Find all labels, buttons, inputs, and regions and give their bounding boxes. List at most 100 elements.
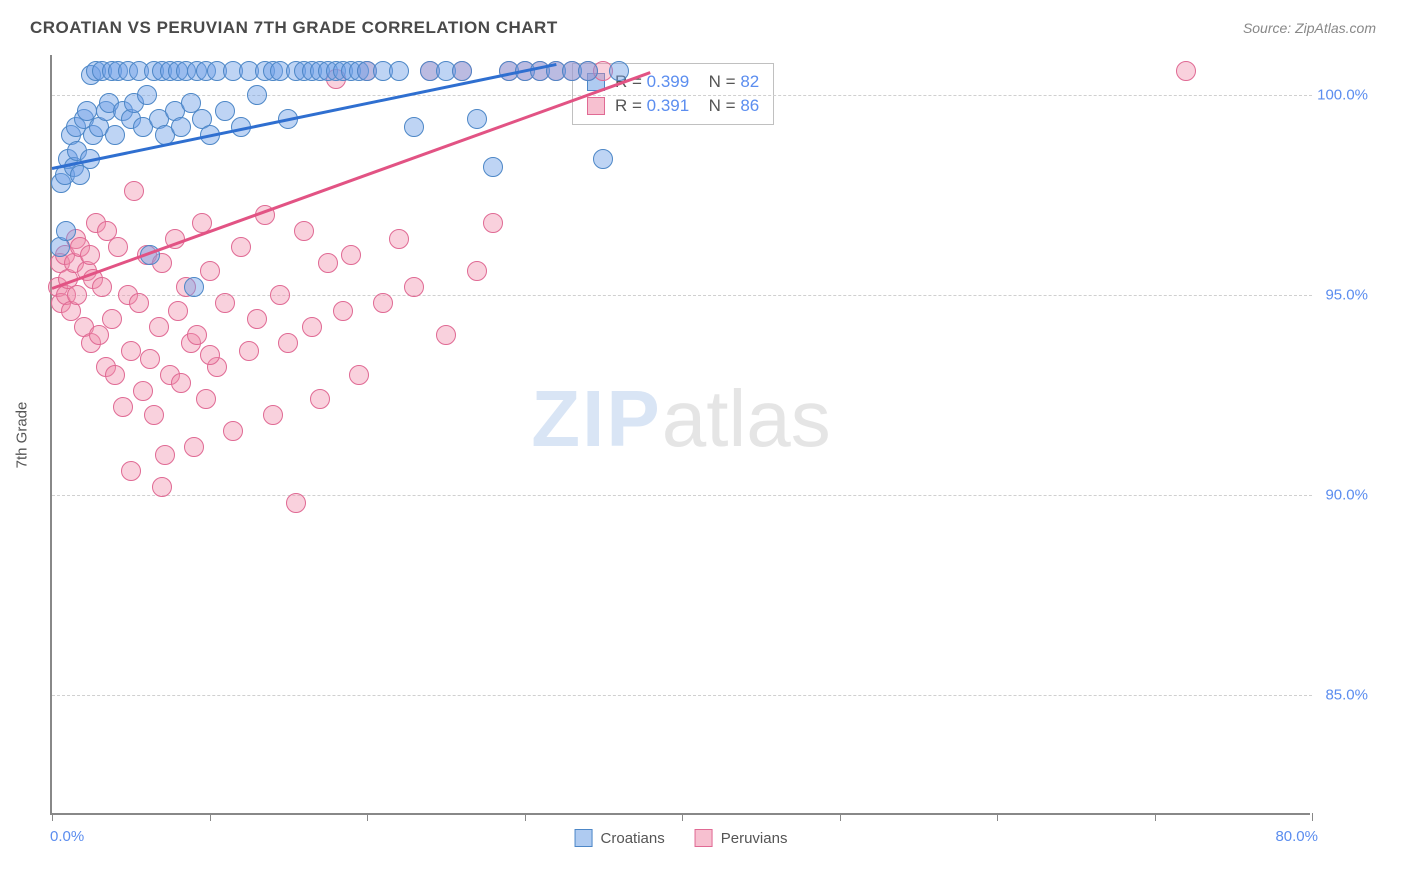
peruvians-marker [67, 285, 87, 305]
x-tick [525, 813, 526, 821]
peruvians-marker [200, 345, 220, 365]
x-tick [682, 813, 683, 821]
peruvians-marker [92, 277, 112, 297]
legend-label: Croatians [601, 830, 665, 847]
peruvians-marker [152, 477, 172, 497]
peruvians-marker [121, 341, 141, 361]
peruvians-marker [80, 245, 100, 265]
y-axis-title: 7th Grade [14, 402, 31, 469]
chart-header: CROATIAN VS PERUVIAN 7TH GRADE CORRELATI… [0, 0, 1406, 48]
chart-container: 7th Grade ZIPatlas 0.0% 80.0% CroatiansP… [50, 55, 1350, 815]
y-tick-label: 95.0% [1325, 287, 1368, 304]
x-axis-min-label: 0.0% [50, 828, 84, 845]
watermark-atlas: atlas [662, 374, 831, 463]
n-value: N = 86 [699, 96, 759, 116]
croatians-marker [483, 157, 503, 177]
peruvians-marker [302, 317, 322, 337]
peruvians-marker [278, 333, 298, 353]
r-value: R = 0.391 [615, 96, 689, 116]
peruvians-marker [121, 461, 141, 481]
croatians-marker [171, 117, 191, 137]
peruvians-marker [270, 285, 290, 305]
croatians-marker [56, 221, 76, 241]
x-tick [367, 813, 368, 821]
peruvians-marker [373, 293, 393, 313]
peruvians-marker [168, 301, 188, 321]
peruvians-marker [171, 373, 191, 393]
croatians-marker [215, 101, 235, 121]
peruvians-marker [149, 317, 169, 337]
peruvians-marker [286, 493, 306, 513]
peruvians-marker [184, 437, 204, 457]
croatians-marker [247, 85, 267, 105]
plot-area: ZIPatlas 0.0% 80.0% CroatiansPeruvians R… [50, 55, 1310, 815]
x-tick [840, 813, 841, 821]
peruvians-legend-swatch-icon [695, 829, 713, 847]
watermark-zip: ZIP [531, 374, 661, 463]
peruvians-marker [1176, 61, 1196, 81]
x-tick [1312, 813, 1313, 821]
peruvians-marker [129, 293, 149, 313]
gridline-h [52, 95, 1312, 96]
peruvians-marker [404, 277, 424, 297]
peruvians-marker [318, 253, 338, 273]
x-tick [1155, 813, 1156, 821]
peruvians-marker [124, 181, 144, 201]
peruvians-marker [105, 365, 125, 385]
peruvians-marker [144, 405, 164, 425]
gridline-h [52, 495, 1312, 496]
peruvians-marker [341, 245, 361, 265]
peruvians-marker [215, 293, 235, 313]
legend-label: Peruvians [721, 830, 788, 847]
x-tick [52, 813, 53, 821]
peruvians-marker [389, 229, 409, 249]
source-attribution: Source: ZipAtlas.com [1243, 20, 1376, 36]
peruvians-marker [239, 341, 259, 361]
peruvians-marker [483, 213, 503, 233]
gridline-h [52, 695, 1312, 696]
croatians-marker [389, 61, 409, 81]
legend-item-croatians: Croatians [575, 829, 665, 847]
y-tick-label: 100.0% [1317, 87, 1368, 104]
croatians-marker [184, 277, 204, 297]
peruvians-marker [102, 309, 122, 329]
peruvians-marker [436, 325, 456, 345]
source-prefix: Source: [1243, 20, 1295, 36]
x-tick [997, 813, 998, 821]
peruvians-marker [133, 381, 153, 401]
peruvians-marker [140, 349, 160, 369]
y-tick-label: 90.0% [1325, 487, 1368, 504]
peruvians-marker [294, 221, 314, 241]
croatians-legend-swatch-icon [575, 829, 593, 847]
x-axis-max-label: 80.0% [1275, 828, 1318, 845]
peruvians-marker [187, 325, 207, 345]
watermark: ZIPatlas [531, 373, 830, 465]
legend-item-peruvians: Peruvians [695, 829, 788, 847]
peruvians-swatch-icon [587, 97, 605, 115]
x-tick [210, 813, 211, 821]
gridline-h [52, 295, 1312, 296]
source-name: ZipAtlas.com [1295, 20, 1376, 36]
peruvians-marker [196, 389, 216, 409]
croatians-marker [137, 85, 157, 105]
chart-title: CROATIAN VS PERUVIAN 7TH GRADE CORRELATI… [30, 18, 558, 38]
croatians-marker [452, 61, 472, 81]
peruvians-marker [467, 261, 487, 281]
peruvians-marker [223, 421, 243, 441]
croatians-marker [105, 125, 125, 145]
peruvians-marker [231, 237, 251, 257]
legend: Croatians Peruvians [575, 829, 788, 847]
peruvians-marker [155, 445, 175, 465]
peruvians-marker [200, 261, 220, 281]
peruvians-marker [113, 397, 133, 417]
info-row-peruvians: R = 0.391 N = 86 [587, 94, 759, 118]
croatians-marker [404, 117, 424, 137]
peruvians-marker [89, 325, 109, 345]
croatians-marker [578, 61, 598, 81]
peruvians-marker [349, 365, 369, 385]
peruvians-marker [247, 309, 267, 329]
y-tick-label: 85.0% [1325, 687, 1368, 704]
croatians-marker [609, 61, 629, 81]
peruvians-marker [108, 237, 128, 257]
peruvians-marker [333, 301, 353, 321]
